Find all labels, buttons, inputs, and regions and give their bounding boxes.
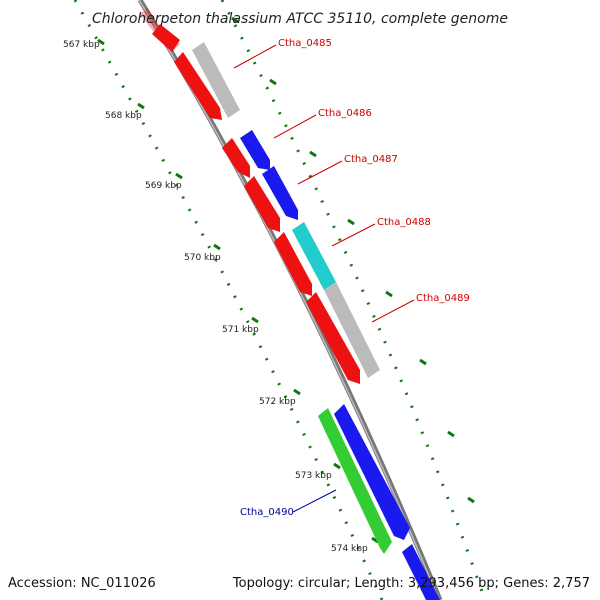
tick-label: 567 kbp [63, 40, 100, 50]
gene-labels: Ctha_0485 Ctha_0486 Ctha_0487 Ctha_0488 … [240, 38, 470, 518]
gene-arrow-blue [334, 404, 410, 540]
gene-arrow-cyan [292, 222, 336, 290]
outer-strand-genes [192, 42, 440, 600]
tick-labels: 567 kbp 568 kbp 569 kbp 570 kbp 571 kbp … [63, 40, 368, 554]
gene-arrow-green [318, 408, 392, 554]
gene-arrow-gray [324, 282, 380, 378]
gene-arrow-red [222, 138, 250, 178]
gene-arrow-gray [192, 42, 240, 118]
tick-label: 570 kbp [184, 253, 221, 263]
accession-text: Accession: NC_011026 [8, 576, 156, 591]
inner-strand-genes [140, 8, 392, 554]
tick-label: 568 kbp [105, 111, 142, 121]
gene-arrow-red [174, 52, 222, 120]
gene-leader-lines [233, 44, 415, 513]
gene-arrow-red [274, 232, 312, 296]
gene-label-ctha-0486[interactable]: Ctha_0486 [318, 108, 372, 119]
tick-label: 574 kbp [331, 544, 368, 554]
gene-arrow-blue [240, 130, 270, 170]
map-title: Chloroherpeton thalassium ATCC 35110, co… [92, 11, 508, 27]
gene-label-ctha-0490[interactable]: Ctha_0490 [240, 507, 294, 518]
tick-label: 571 kbp [222, 325, 259, 335]
gene-label-ctha-0488[interactable]: Ctha_0488 [377, 217, 431, 228]
gene-arrow-red [306, 292, 360, 384]
gene-arrow-red [244, 176, 280, 232]
gene-arrow-blue [402, 544, 440, 600]
gene-arrow-blue [262, 166, 298, 220]
tick-label: 573 kbp [295, 471, 332, 481]
tick-label: 569 kbp [145, 181, 182, 191]
gene-arrow-red [152, 24, 180, 52]
tick-label: 572 kbp [259, 397, 296, 407]
tick-marks [97, 16, 475, 544]
gene-label-ctha-0487[interactable]: Ctha_0487 [344, 154, 398, 165]
gene-label-ctha-0485[interactable]: Ctha_0485 [278, 38, 332, 49]
genome-stats-text: Topology: circular; Length: 3,293,456 bp… [232, 576, 590, 591]
gene-label-ctha-0489[interactable]: Ctha_0489 [416, 293, 470, 304]
